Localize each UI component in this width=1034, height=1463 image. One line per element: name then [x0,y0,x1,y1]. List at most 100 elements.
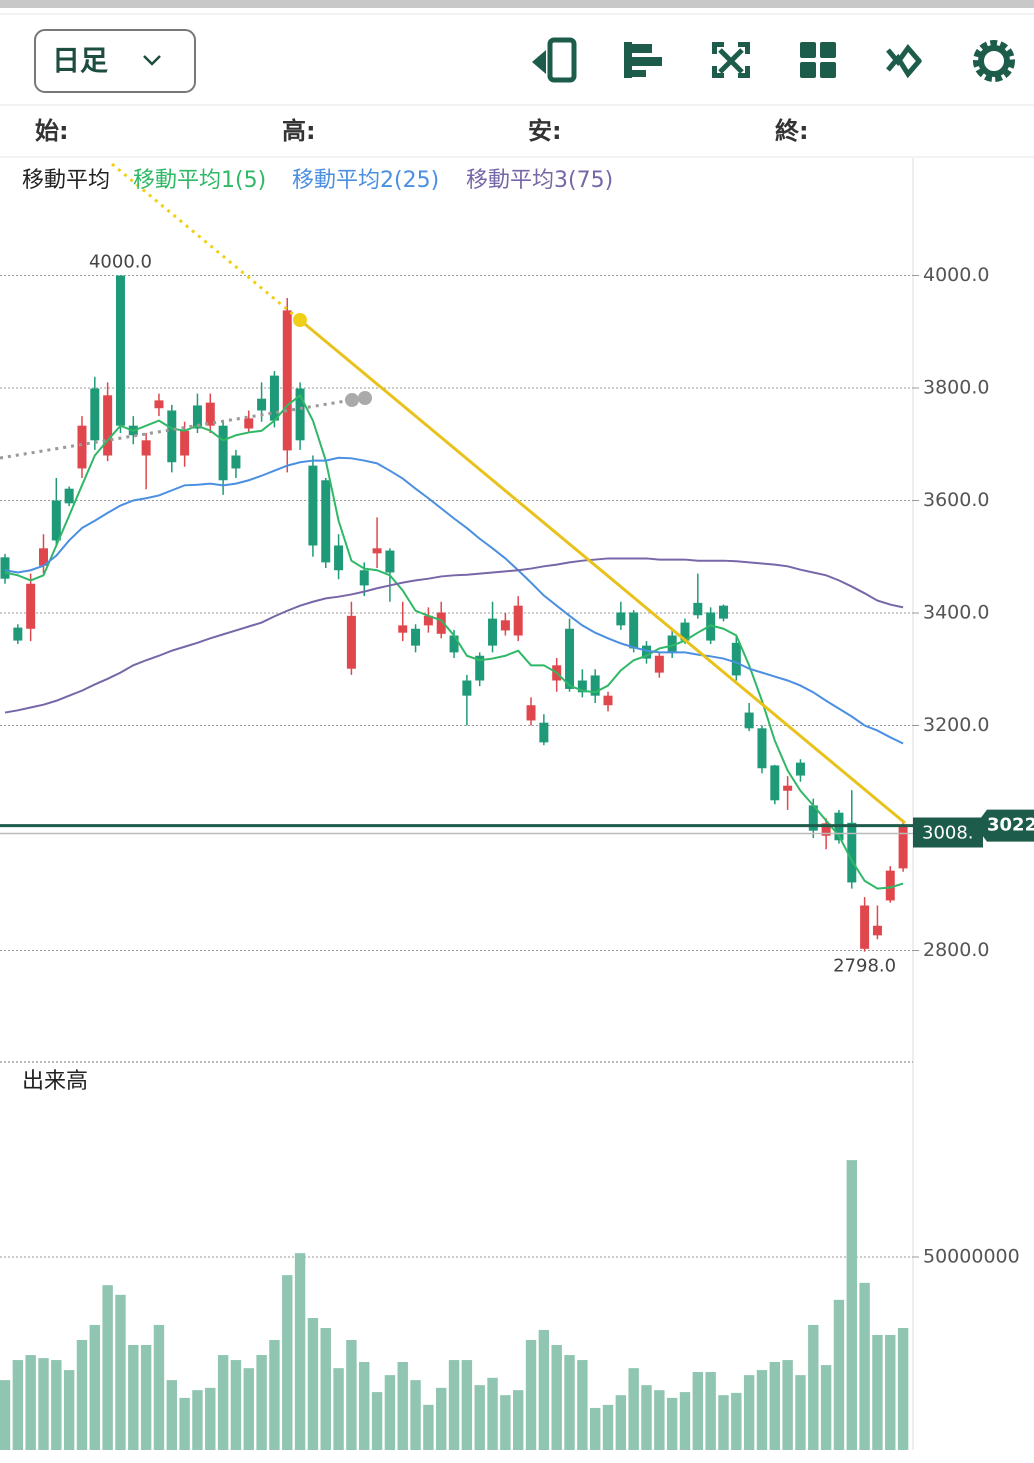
candle-body [398,625,408,633]
dropdown-box[interactable] [34,29,196,93]
ohlc-row: 始: 高: 安: 終: [35,117,809,145]
price-tag [913,817,983,848]
candle-body [603,695,613,706]
icon-shape[interactable] [800,62,816,78]
volume-bar [294,1253,306,1450]
volume-bar [346,1339,357,1450]
interval-label[interactable]: 日足 [52,44,108,77]
volume-bar [140,1345,152,1450]
candle-body [898,825,908,869]
rotate-icon[interactable] [532,37,577,83]
bars-icon[interactable] [624,42,662,78]
icon-shape[interactable] [624,42,632,78]
volume-bar [359,1361,370,1450]
candle-body [359,570,369,586]
volume-bar [230,1360,242,1450]
legend-title: 移動平均 [22,168,110,193]
moving-average-line [4,456,904,745]
volume-bar [51,1360,62,1450]
candle-body [642,645,651,659]
candle-body [526,705,536,721]
icon-shape[interactable] [532,50,546,74]
indicator-icon[interactable] [886,43,922,79]
volume-bar [192,1390,203,1450]
volume-bar [153,1324,165,1450]
candle-body [731,642,741,676]
volume-bar [89,1324,101,1450]
candle-body [77,425,87,469]
volume-bar [63,1370,75,1450]
candle-body [590,675,600,696]
volume-bar [885,1334,896,1450]
candle-body [783,785,793,791]
candle-body [411,628,421,646]
candle-body [872,925,882,936]
volume-bar [538,1329,550,1450]
volume-bar [76,1339,88,1450]
icon-shape[interactable] [547,37,577,83]
candle-body [103,395,113,456]
icon-shape[interactable] [632,70,646,77]
icon-shape[interactable] [718,48,744,74]
price-labels: 2800.0 3200.0 3400.0 3600.0 3800.0 4000.0 移動平均… [89,168,1034,1268]
candle-body [192,405,202,429]
candle-body [808,805,818,831]
candle-body [269,375,279,421]
interval-dropdown[interactable]: 日足 [34,29,196,93]
icon-shape[interactable] [800,42,816,58]
chevron[interactable] [143,55,161,66]
volume-bar [718,1395,729,1450]
volume-bar [461,1360,473,1450]
settings-icon[interactable] [973,40,1015,82]
volume-bar [820,1365,832,1450]
candle-body [38,548,48,566]
y-tick-label: 3600.0 [923,489,989,511]
candle-body [539,722,549,743]
volume-bar [38,1358,49,1450]
expand-icon[interactable] [712,42,750,78]
y-tick-label: 3800.0 [923,377,989,399]
icon-shape[interactable] [886,43,922,79]
volume-bar [282,1275,293,1450]
candle-body [795,762,805,776]
candle-body [385,550,395,573]
trend-handle[interactable] [358,391,372,405]
trend-handle[interactable] [293,313,307,327]
candle-body [295,388,305,441]
icon-shape[interactable] [820,42,836,58]
volume-bar [500,1395,511,1450]
icon-shape[interactable] [712,42,750,78]
candle-body [693,602,703,616]
candle-body [629,612,639,649]
volume-bar [654,1390,665,1450]
candle-body [718,605,728,619]
volume-bar [307,1317,319,1450]
candle-body [308,465,318,546]
volume-bar [692,1372,704,1450]
candle-body [423,615,433,626]
toolbar [532,37,1015,83]
candle-body [167,410,177,463]
y-tick-label: 3400.0 [923,602,989,624]
candle-body [654,655,664,673]
volume-bar [436,1387,447,1450]
icon-shape[interactable] [632,57,662,66]
candle-body [565,628,575,689]
volume-bar [846,1160,857,1450]
status-bar [0,0,1034,8]
volume-bar [769,1361,780,1450]
drawings [0,162,906,825]
candle-body [321,480,331,563]
candle-body [680,622,690,641]
icon-shape[interactable] [820,62,836,78]
candle-body [0,557,10,579]
icon-shape[interactable] [978,45,1010,77]
candle-body [282,310,292,451]
trend-handle[interactable] [345,393,359,407]
layout-icon[interactable] [800,42,836,78]
legend-entry: 移動平均3(75) [466,168,613,193]
icon-shape[interactable] [632,44,652,53]
price-tag [975,809,1034,842]
candle-body [141,440,151,456]
